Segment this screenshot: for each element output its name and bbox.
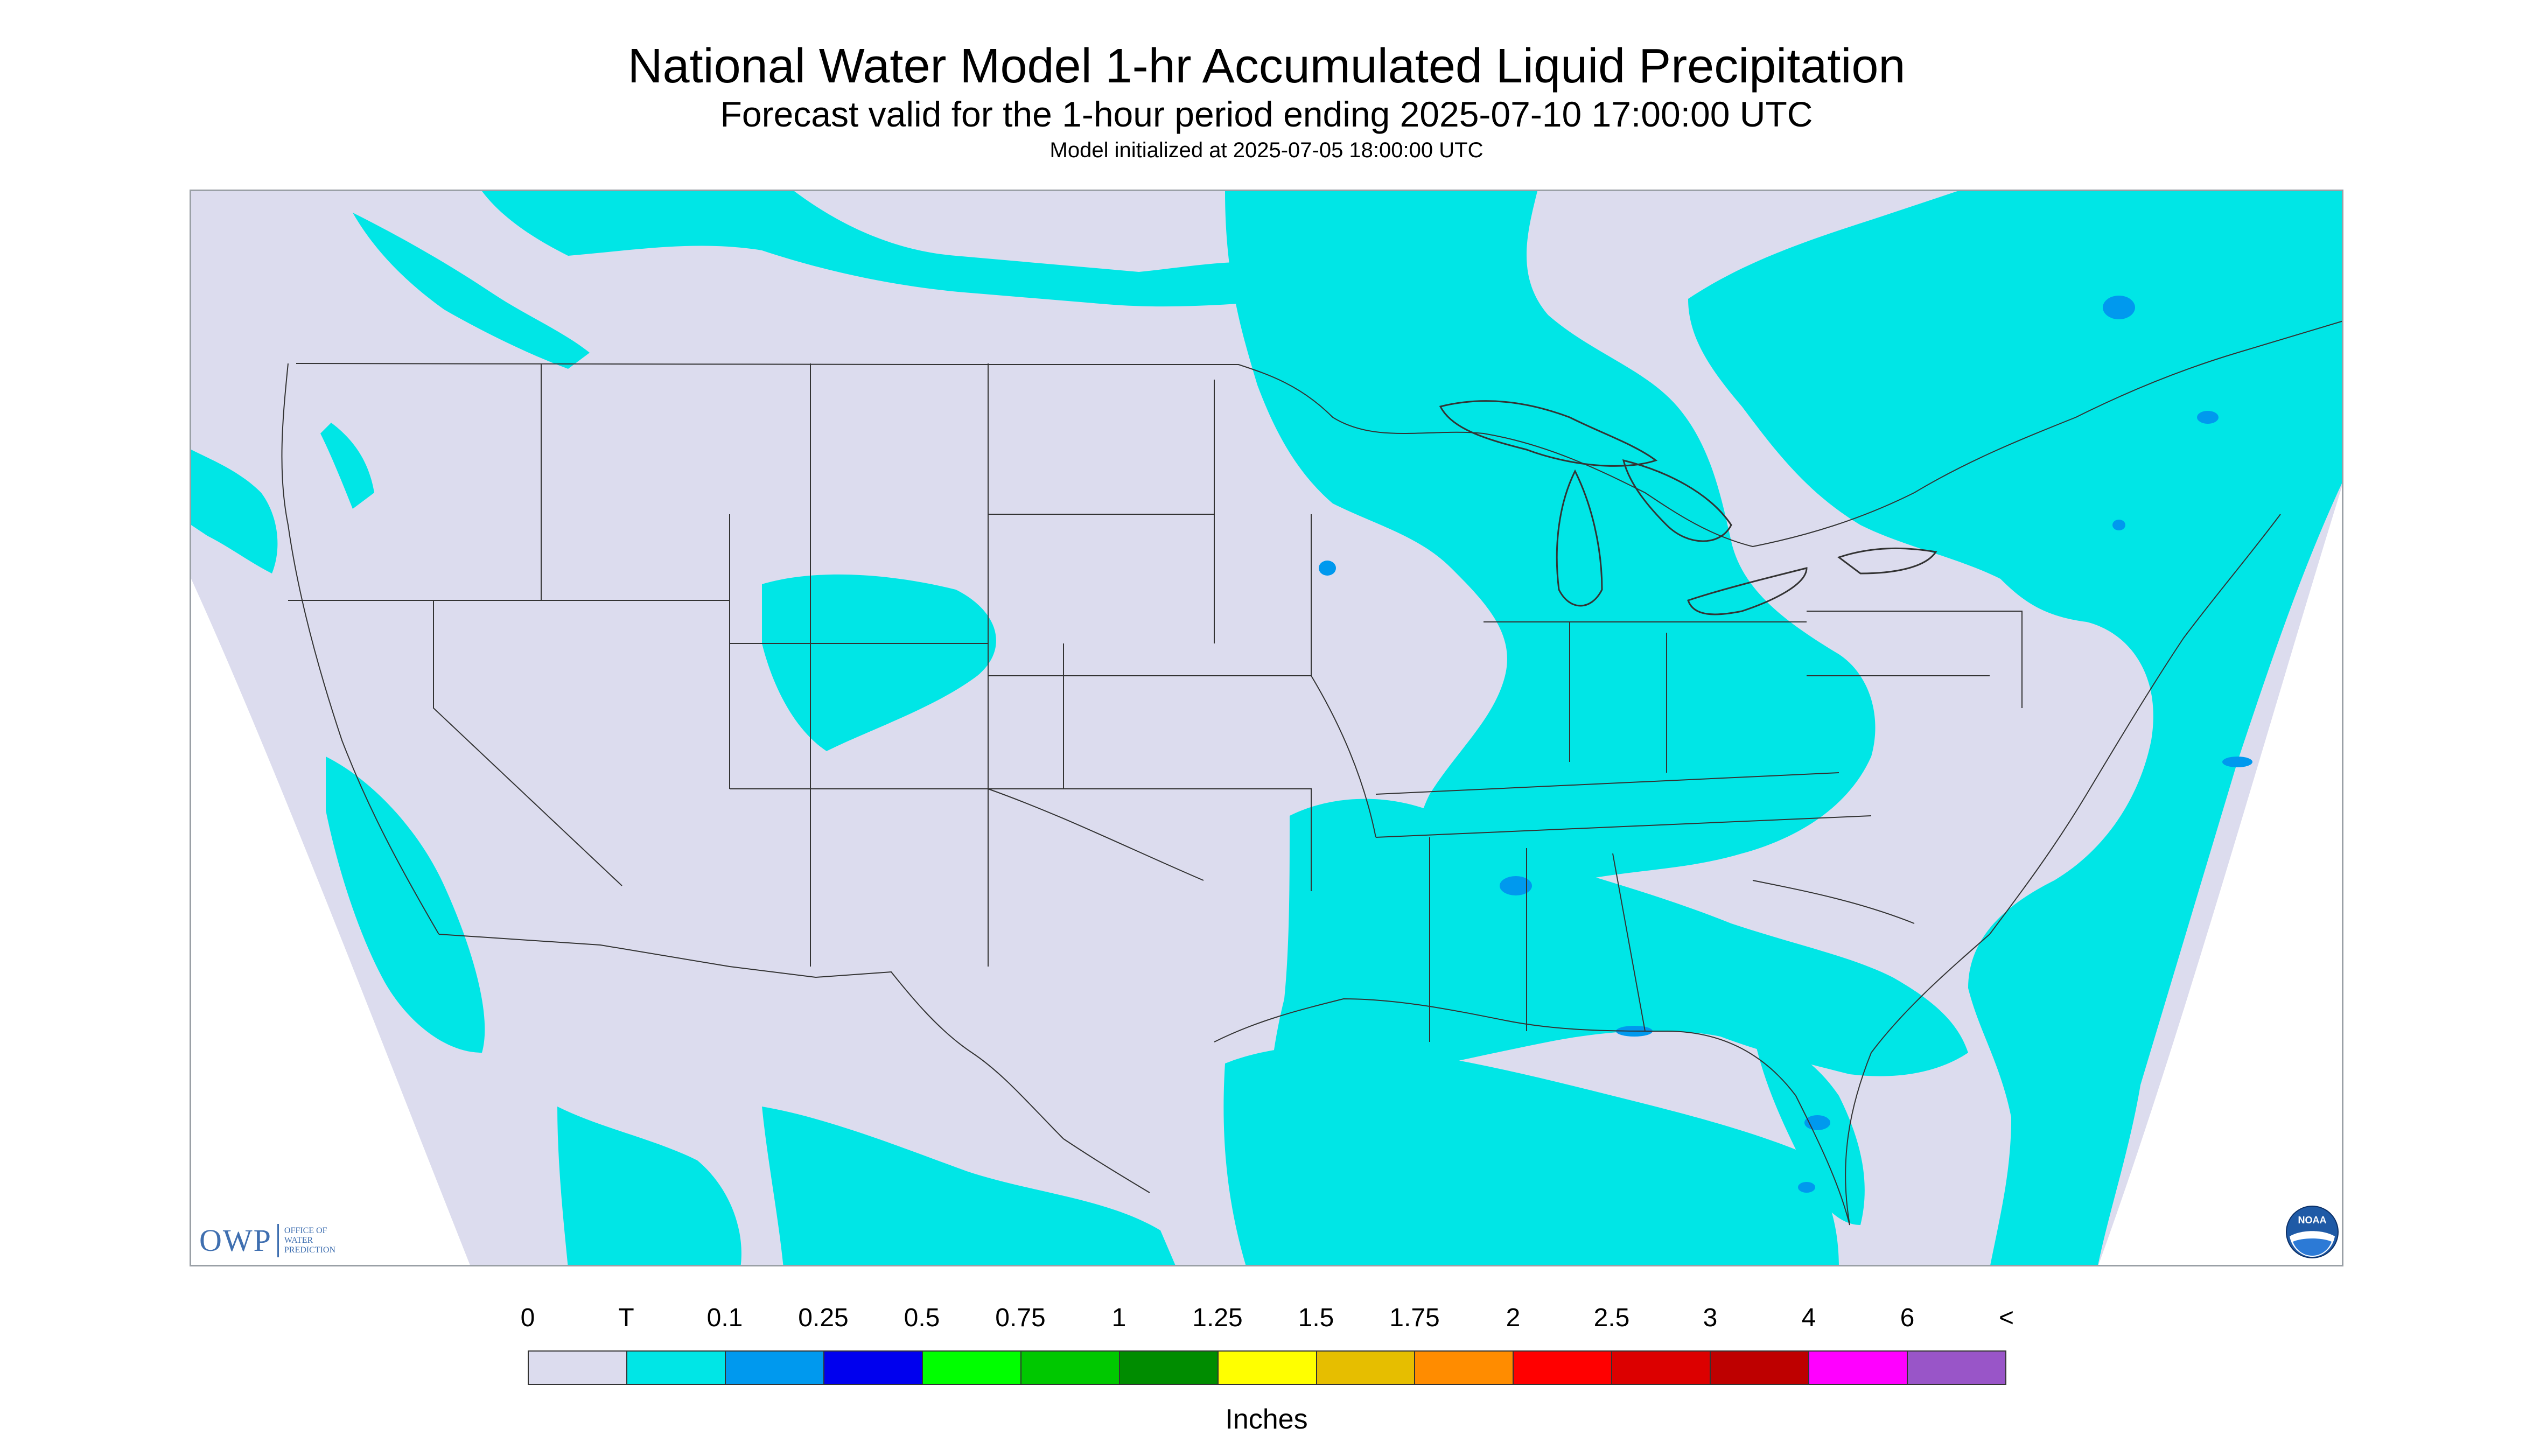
noaa-logo-icon: NOAA <box>2286 1206 2339 1258</box>
legend-swatch-7 <box>1218 1352 1317 1384</box>
legend-swatch-3 <box>824 1352 923 1384</box>
outside-domain-right <box>2098 487 2342 1265</box>
legend-tick: 0.1 <box>706 1304 743 1332</box>
legend-tick: < <box>1998 1304 2014 1332</box>
legend-tick: 6 <box>1900 1304 1915 1332</box>
legend-swatch-12 <box>1711 1352 1810 1384</box>
state-boundaries <box>281 320 2342 1226</box>
legend-swatch-4 <box>922 1352 1021 1384</box>
legend-tick: 4 <box>1801 1304 1816 1332</box>
legend-tick: 0.75 <box>995 1304 1046 1332</box>
precip-light-areas <box>1319 296 2252 1193</box>
legend-swatch-11 <box>1612 1352 1711 1384</box>
legend-tick: 1.25 <box>1192 1304 1243 1332</box>
legend-swatch-0 <box>529 1352 627 1384</box>
forecast-valid-subtitle: Forecast valid for the 1-hour period end… <box>720 94 1813 134</box>
legend-swatch-9 <box>1415 1352 1514 1384</box>
legend-tick: 1.75 <box>1389 1304 1440 1332</box>
owp-logo-mark: OWP <box>199 1223 272 1258</box>
legend-color-bar <box>528 1350 2006 1385</box>
legend-swatch-6 <box>1119 1352 1219 1384</box>
model-init-text: Model initialized at 2025-07-05 18:00:00… <box>1049 138 1484 162</box>
legend-tick: T <box>618 1304 634 1332</box>
legend-tick: 0 <box>520 1304 535 1332</box>
legend-swatch-2 <box>725 1352 824 1384</box>
owp-logo-line: WATER <box>284 1235 313 1245</box>
legend-tick: 2 <box>1506 1304 1521 1332</box>
precipitation-map-svg <box>191 191 2342 1265</box>
precipitation-map[interactable] <box>190 190 2343 1266</box>
legend-swatch-1 <box>627 1352 726 1384</box>
legend-tick: 3 <box>1703 1304 1718 1332</box>
great-lakes <box>1439 400 1937 615</box>
legend-tick: 0.25 <box>798 1304 849 1332</box>
precip-trace-areas <box>191 191 2342 1265</box>
legend-tick: 1 <box>1111 1304 1126 1332</box>
legend-swatch-10 <box>1514 1352 1613 1384</box>
outside-domain-left <box>191 579 470 1265</box>
map-title: National Water Model 1-hr Accumulated Li… <box>627 39 1906 93</box>
legend-swatch-13 <box>1809 1352 1908 1384</box>
noaa-logo-text: NOAA <box>2298 1215 2327 1226</box>
legend-tick: 1.5 <box>1298 1304 1334 1332</box>
owp-logo-divider <box>277 1223 279 1257</box>
owp-logo-text: OFFICE OF WATER PREDICTION <box>284 1226 335 1255</box>
legend-swatch-5 <box>1021 1352 1120 1384</box>
legend-swatch-14 <box>1908 1352 2006 1384</box>
legend-tick: 0.5 <box>904 1304 940 1332</box>
legend-units-label: Inches <box>1225 1404 1308 1435</box>
owp-logo: OWP OFFICE OF WATER PREDICTION <box>199 1222 335 1258</box>
legend-swatch-8 <box>1317 1352 1416 1384</box>
owp-logo-line: OFFICE OF <box>284 1226 327 1235</box>
owp-logo-line: PREDICTION <box>284 1245 335 1255</box>
legend-tick: 2.5 <box>1593 1304 1630 1332</box>
